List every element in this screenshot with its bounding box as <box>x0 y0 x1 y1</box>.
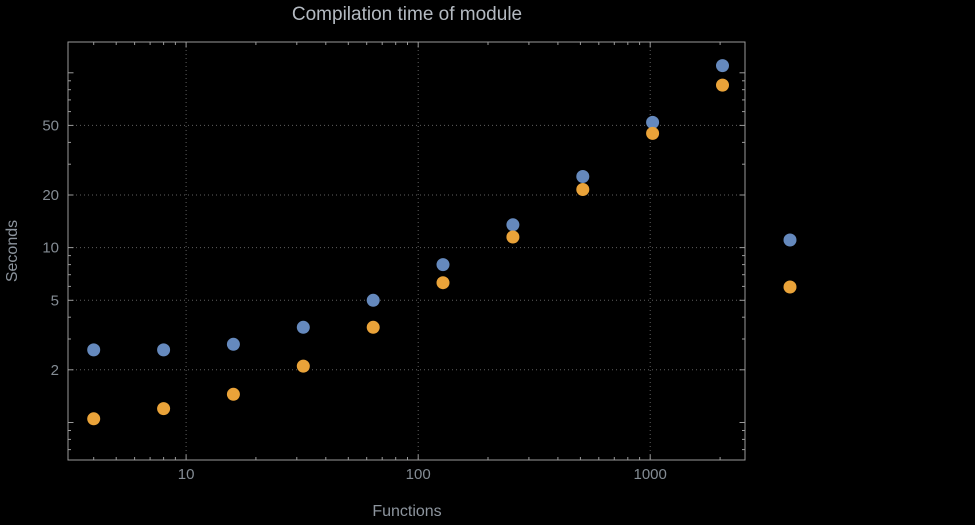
point-blue-x2048 <box>716 59 729 73</box>
chart-title: Compilation time of module <box>291 4 523 25</box>
y-tick-label-50: 50 <box>42 117 59 134</box>
point-blue-x64 <box>366 293 380 307</box>
point-orange-x8 <box>157 402 171 416</box>
point-orange-x128 <box>436 276 450 290</box>
point-orange-x32 <box>296 359 310 373</box>
x-tick-label-100: 100 <box>406 466 431 483</box>
point-orange-x1024 <box>646 126 660 140</box>
y-tick-label-20: 20 <box>42 187 59 204</box>
point-orange-x16 <box>226 387 240 401</box>
x-axis-label: Functions <box>372 503 442 520</box>
point-blue-x4 <box>87 343 101 357</box>
y-tick-label-2: 2 <box>51 362 59 379</box>
point-blue-x1024 <box>646 115 660 129</box>
x-tick-label-10: 10 <box>178 466 195 483</box>
point-blue-x16 <box>226 337 240 351</box>
point-blue-x128 <box>436 258 450 272</box>
point-orange-x512 <box>576 183 590 196</box>
x-tick-label-1000: 1000 <box>634 466 667 483</box>
point-blue-x8 <box>157 343 171 357</box>
point-orange-x2048 <box>716 78 729 92</box>
point-blue-x256 <box>506 218 520 232</box>
legend-marker-blue-icon <box>783 233 797 247</box>
legend-marker-orange-icon <box>783 280 797 294</box>
point-orange-x256 <box>506 230 520 244</box>
point-orange-x64 <box>366 320 380 334</box>
point-orange-x4 <box>87 412 101 426</box>
y-tick-label-5: 5 <box>51 292 59 309</box>
point-blue-x32 <box>296 320 310 334</box>
y-tick-label-10: 10 <box>42 240 59 257</box>
y-axis-label: Seconds <box>4 219 21 283</box>
plot-frame <box>67 41 746 461</box>
point-blue-x512 <box>576 170 590 183</box>
